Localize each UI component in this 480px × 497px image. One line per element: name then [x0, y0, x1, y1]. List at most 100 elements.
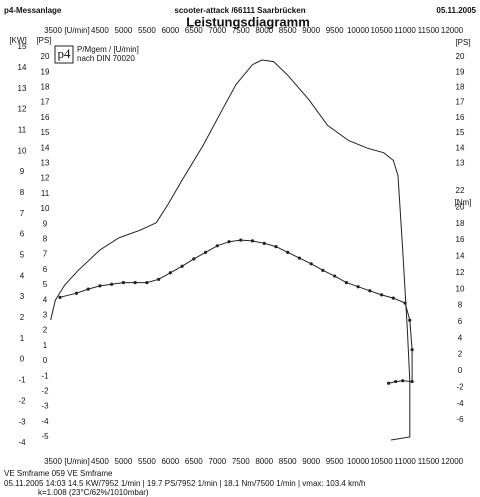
kw-tick-label: 11: [18, 125, 27, 134]
header-left: p4-Messanlage: [4, 6, 62, 15]
data-point: [203, 250, 208, 254]
series-line: [50, 59, 411, 441]
kw-tick-label: 8: [20, 188, 25, 197]
y-tick-label: 2: [43, 326, 48, 335]
y-tick-label-right: 18: [456, 83, 465, 92]
y-tick-label: 0: [43, 356, 48, 365]
data-point: [145, 281, 149, 285]
data-point: [379, 293, 384, 297]
x-tick-label: 5500: [138, 26, 156, 35]
kw-tick-label: 7: [20, 209, 25, 218]
data-point: [391, 296, 395, 300]
data-point: [387, 381, 391, 385]
y-tick-label: 11: [41, 189, 50, 198]
y2-tick-label: 6: [458, 317, 463, 326]
data-point: [321, 268, 325, 272]
y-tick-label: 8: [43, 235, 48, 244]
data-point: [344, 281, 348, 285]
y-axis-label: [PS]: [36, 36, 51, 45]
y2-tick-label: 4: [458, 333, 463, 342]
x-tick-label: 10500: [370, 457, 393, 466]
y-tick-label: 18: [41, 83, 50, 92]
y-tick-label-right: 20: [456, 52, 465, 61]
y-axis-label-right: [PS]: [455, 38, 470, 47]
data-point: [274, 245, 278, 249]
y-tick-label: -5: [41, 432, 49, 441]
y-tick-label: 14: [41, 143, 50, 152]
footer-line: k=1.008 (23°C/62%/1010mbar): [38, 488, 149, 497]
x-tick-label: 9500: [326, 26, 344, 35]
kw-tick-label: 9: [20, 167, 25, 176]
data-point: [368, 289, 372, 293]
data-point: [408, 318, 412, 322]
y-tick-label: 1: [43, 341, 48, 350]
x-tick-label: 6000: [161, 26, 179, 35]
y2-tick-label: 16: [456, 235, 465, 244]
kw-tick-label: 3: [20, 292, 25, 301]
kw-tick-label: 4: [20, 271, 25, 280]
data-point: [262, 241, 266, 245]
x-tick-label: 12000: [441, 26, 464, 35]
footer-line: VE Smframe 059 VE Smframe: [4, 469, 113, 478]
y-tick-label: -2: [41, 387, 49, 396]
y2-tick-label: -2: [456, 382, 464, 391]
y-tick-label: 16: [41, 113, 50, 122]
x-tick-label: 10000: [347, 26, 370, 35]
data-point: [133, 281, 137, 285]
kw-tick-label: 15: [18, 42, 27, 51]
y-tick-label: 15: [41, 128, 50, 137]
logo-box: [54, 45, 74, 64]
y2-tick-label: 8: [458, 301, 463, 310]
y-tick-label-right: 17: [456, 98, 465, 107]
y-tick-label: 6: [43, 265, 48, 274]
data-point: [157, 277, 161, 281]
y-tick-label-right: 13: [456, 159, 465, 168]
x-tick-label: 10000: [347, 457, 370, 466]
x-tick-label: 7000: [208, 457, 226, 466]
y-tick-label: 7: [43, 250, 48, 259]
y-tick-label: -4: [41, 417, 49, 426]
data-point: [410, 379, 414, 384]
y2-tick-label: -6: [456, 415, 464, 424]
x-tick-label: 4500: [91, 26, 109, 35]
kw-tick-label: -3: [18, 417, 26, 426]
x-tick-label: 11000: [394, 26, 416, 35]
y-tick-label: 12: [41, 174, 50, 183]
x-tick-label: 8500: [279, 26, 297, 35]
data-point: [309, 262, 313, 266]
kw-tick-label: 12: [18, 105, 27, 114]
kw-axis-label: [KW]: [9, 36, 26, 45]
x-tick-label: 11000: [394, 457, 416, 466]
data-point: [250, 239, 255, 243]
kw-tick-label: 13: [18, 84, 27, 93]
data-point: [215, 244, 219, 248]
y-tick-label: 3: [43, 311, 48, 320]
kw-tick-label: 1: [20, 334, 25, 343]
y2-tick-label: 2: [458, 350, 463, 359]
data-point: [403, 301, 407, 305]
data-point: [401, 379, 405, 383]
kw-tick-label: 14: [18, 63, 27, 72]
kw-tick-label: 6: [20, 230, 25, 239]
data-point: [333, 274, 337, 278]
data-point: [356, 285, 360, 289]
x-tick-label: 9500: [326, 457, 344, 466]
data-point: [192, 257, 196, 261]
data-point: [410, 348, 414, 352]
y-tick-label: 13: [41, 159, 50, 168]
legend-line: nach DIN 70020: [77, 54, 135, 63]
x-tick-label: 11500: [418, 26, 440, 35]
y-tick-label: 10: [41, 204, 50, 213]
footer-line: 05.11.2005 14:03 14.5 KW/7952 1/min | 19…: [4, 479, 365, 488]
kw-tick-label: 10: [18, 146, 27, 155]
y-tick-label-right: 14: [456, 143, 465, 152]
x-axis-label: [U/min]: [64, 457, 89, 466]
series-line: [59, 239, 413, 384]
data-point: [239, 238, 243, 242]
x-tick-label: 3500: [44, 26, 62, 35]
y-tick-label: -1: [41, 371, 49, 380]
x-tick-label: 11500: [418, 457, 440, 466]
y-tick-label: 17: [41, 98, 50, 107]
x-tick-label: 5000: [115, 457, 133, 466]
